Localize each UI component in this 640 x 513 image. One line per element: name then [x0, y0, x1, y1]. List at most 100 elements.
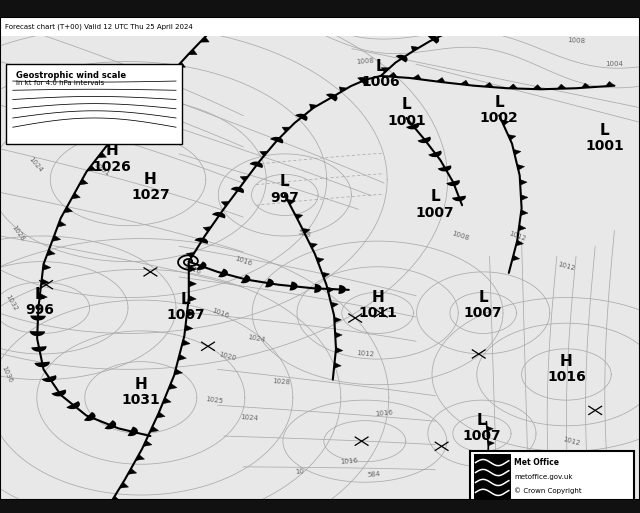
Text: Forecast chart (T+00) Valid 12 UTC Thu 25 April 2024: Forecast chart (T+00) Valid 12 UTC Thu 2… [5, 24, 193, 30]
Polygon shape [322, 272, 330, 278]
Polygon shape [513, 149, 521, 155]
Text: 1016: 1016 [375, 409, 393, 417]
Polygon shape [557, 84, 566, 89]
Polygon shape [63, 207, 72, 213]
Text: L: L [35, 287, 45, 302]
Text: 1007: 1007 [166, 308, 205, 323]
Polygon shape [452, 195, 466, 201]
Text: 1016: 1016 [426, 21, 445, 30]
Polygon shape [501, 120, 509, 126]
Text: Met Office: Met Office [514, 458, 559, 467]
Polygon shape [512, 255, 520, 261]
Polygon shape [97, 152, 106, 158]
Polygon shape [335, 332, 342, 338]
Text: L: L [430, 189, 440, 205]
Polygon shape [127, 427, 138, 436]
Polygon shape [150, 426, 159, 432]
Polygon shape [412, 74, 422, 80]
Text: L: L [180, 292, 191, 307]
Text: H: H [371, 289, 384, 305]
Polygon shape [156, 412, 165, 418]
Text: © Crown Copyright: © Crown Copyright [514, 487, 582, 494]
Polygon shape [41, 279, 49, 285]
Text: 1020: 1020 [68, 74, 86, 90]
Polygon shape [314, 284, 322, 293]
Text: 1016: 1016 [340, 458, 358, 465]
Polygon shape [438, 165, 451, 171]
Polygon shape [31, 346, 47, 352]
Polygon shape [518, 225, 526, 231]
Polygon shape [187, 310, 195, 317]
Text: 1008: 1008 [356, 58, 374, 65]
Polygon shape [164, 75, 174, 81]
Text: 1016: 1016 [211, 307, 230, 319]
Polygon shape [174, 369, 182, 375]
Polygon shape [221, 201, 230, 207]
Text: 1048: 1048 [231, 14, 249, 22]
Text: 1025: 1025 [205, 396, 223, 404]
Polygon shape [488, 455, 495, 460]
Text: H: H [106, 143, 118, 159]
Polygon shape [42, 375, 56, 382]
Polygon shape [326, 93, 337, 102]
Polygon shape [30, 315, 45, 321]
Polygon shape [153, 88, 162, 93]
Polygon shape [218, 269, 228, 278]
Polygon shape [212, 24, 221, 30]
Polygon shape [240, 176, 248, 181]
Polygon shape [287, 200, 295, 205]
Text: metoffice.gov.uk: metoffice.gov.uk [514, 473, 572, 480]
Polygon shape [189, 281, 196, 287]
Polygon shape [520, 210, 528, 215]
Text: H: H [134, 377, 147, 392]
Polygon shape [250, 162, 263, 168]
Text: 1007: 1007 [416, 206, 454, 220]
Text: H: H [560, 353, 573, 369]
Text: 1020: 1020 [218, 351, 237, 362]
Bar [470, 451, 634, 502]
Polygon shape [282, 127, 291, 132]
Text: 1036: 1036 [0, 365, 13, 384]
Polygon shape [302, 228, 310, 234]
Text: L: L [477, 412, 487, 428]
Text: 1007: 1007 [463, 429, 501, 443]
Bar [0, 0, 640, 17]
Polygon shape [334, 363, 341, 368]
Polygon shape [176, 62, 186, 68]
Polygon shape [111, 496, 120, 502]
Text: 996: 996 [25, 303, 54, 318]
Polygon shape [335, 347, 343, 353]
Polygon shape [51, 389, 66, 397]
Polygon shape [357, 77, 368, 85]
Text: 1008: 1008 [567, 37, 585, 45]
Polygon shape [487, 426, 493, 431]
Text: in kt for 4.0 hPa intervals: in kt for 4.0 hPa intervals [16, 80, 104, 86]
Polygon shape [428, 151, 442, 157]
Polygon shape [35, 362, 50, 367]
Text: L: L [401, 97, 412, 112]
Polygon shape [270, 137, 284, 144]
Text: 1031: 1031 [122, 393, 160, 407]
Text: 1012: 1012 [557, 262, 576, 272]
Polygon shape [388, 72, 397, 77]
Text: 1012: 1012 [561, 436, 580, 446]
Polygon shape [310, 104, 317, 109]
Polygon shape [58, 221, 66, 227]
Text: 1026: 1026 [93, 160, 131, 174]
Polygon shape [532, 85, 542, 89]
Text: 1020: 1020 [42, 84, 58, 101]
Polygon shape [417, 136, 431, 143]
Text: 1001: 1001 [586, 139, 624, 153]
Polygon shape [168, 383, 177, 389]
Polygon shape [445, 28, 454, 33]
Polygon shape [130, 113, 139, 119]
Text: 1006: 1006 [362, 75, 400, 89]
Text: 1016: 1016 [58, 15, 76, 31]
Polygon shape [186, 252, 195, 258]
Polygon shape [182, 340, 190, 346]
Polygon shape [118, 126, 127, 131]
Text: 1011: 1011 [358, 306, 397, 320]
Polygon shape [241, 274, 250, 283]
Polygon shape [520, 180, 527, 185]
Polygon shape [43, 264, 51, 270]
